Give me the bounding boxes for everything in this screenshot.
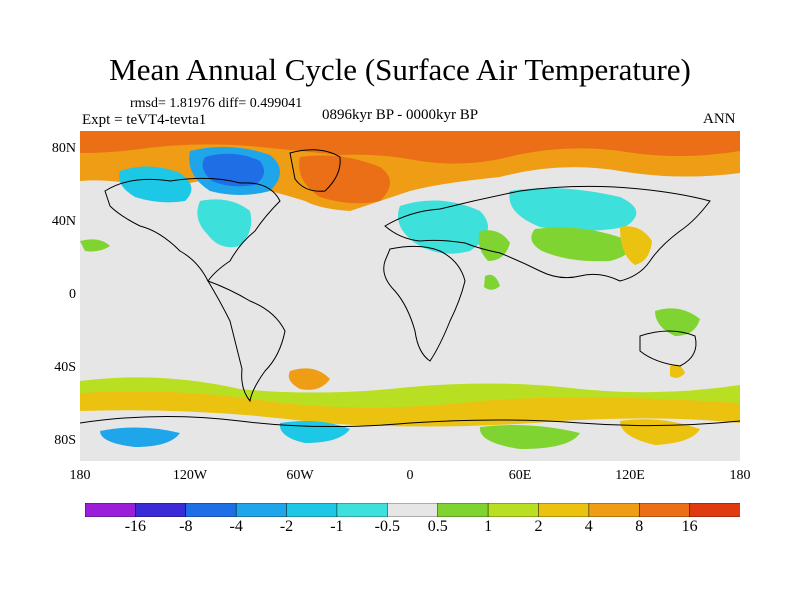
lon-label-180e: 180 [729, 468, 751, 483]
period-label: 0896kyr BP - 0000kyr BP [322, 107, 479, 123]
colorbar-label: -0.5 [374, 518, 400, 535]
colorbar-swatch [235, 503, 288, 517]
lon-label-180w: 180 [69, 468, 91, 483]
colorbar-label: 16 [681, 518, 698, 535]
lon-label-60e: 60E [508, 468, 532, 483]
colorbar-label: -2 [279, 518, 294, 535]
lat-label-40n: 40N [51, 214, 76, 229]
colorbar-label: -8 [179, 518, 193, 535]
colorbar-label: -4 [229, 518, 243, 535]
lat-label-equator: 0 [69, 287, 76, 302]
colorbar-label: 4 [584, 518, 593, 535]
southern-ocean-bands [80, 368, 740, 461]
colorbar-label: 8 [635, 518, 644, 535]
colorbar-swatch [437, 503, 489, 517]
lat-label-80s: 80S [54, 433, 76, 448]
lat-label-40s: 40S [54, 360, 76, 375]
colorbar-label: -16 [124, 518, 147, 535]
season-label: ANN [703, 111, 736, 127]
lon-label-0: 0 [406, 468, 414, 483]
colorbar-swatch [638, 503, 691, 517]
chart-title: Mean Annual Cycle (Surface Air Temperatu… [109, 52, 691, 87]
temperature-anomaly-map [80, 131, 740, 461]
colorbar-label: 1 [484, 518, 493, 535]
eurasia-cool-band [397, 188, 652, 265]
colorbar-swatch [689, 503, 740, 517]
colorbar-swatch [286, 503, 338, 517]
colorbar-swatch [336, 503, 389, 517]
colorbar-swatch [588, 503, 640, 517]
colorbar-swatch [487, 503, 540, 517]
coastlines [80, 149, 740, 428]
colorbar-label: -1 [330, 518, 344, 535]
lon-label-120e: 120E [615, 468, 645, 483]
experiment-label: Expt = teVT4-tevta1 [82, 112, 207, 128]
colorbar-swatch [387, 503, 439, 517]
lat-label-80n: 80N [51, 141, 76, 156]
colorbar-label: 0.5 [427, 518, 448, 535]
colorbar-swatch [135, 503, 187, 517]
tropical-patches [80, 239, 700, 378]
colorbar-swatch [185, 503, 237, 517]
lon-label-120w: 120W [172, 468, 208, 483]
lon-label-60w: 60W [286, 468, 314, 483]
colorbar-swatch [538, 503, 590, 517]
colorbar-swatch [85, 503, 137, 517]
colorbar [85, 503, 740, 517]
stats-text: rmsd= 1.81976 diff= 0.499041 [130, 96, 303, 111]
canada-cold-patches [119, 146, 280, 248]
colorbar-label: 2 [534, 518, 543, 535]
